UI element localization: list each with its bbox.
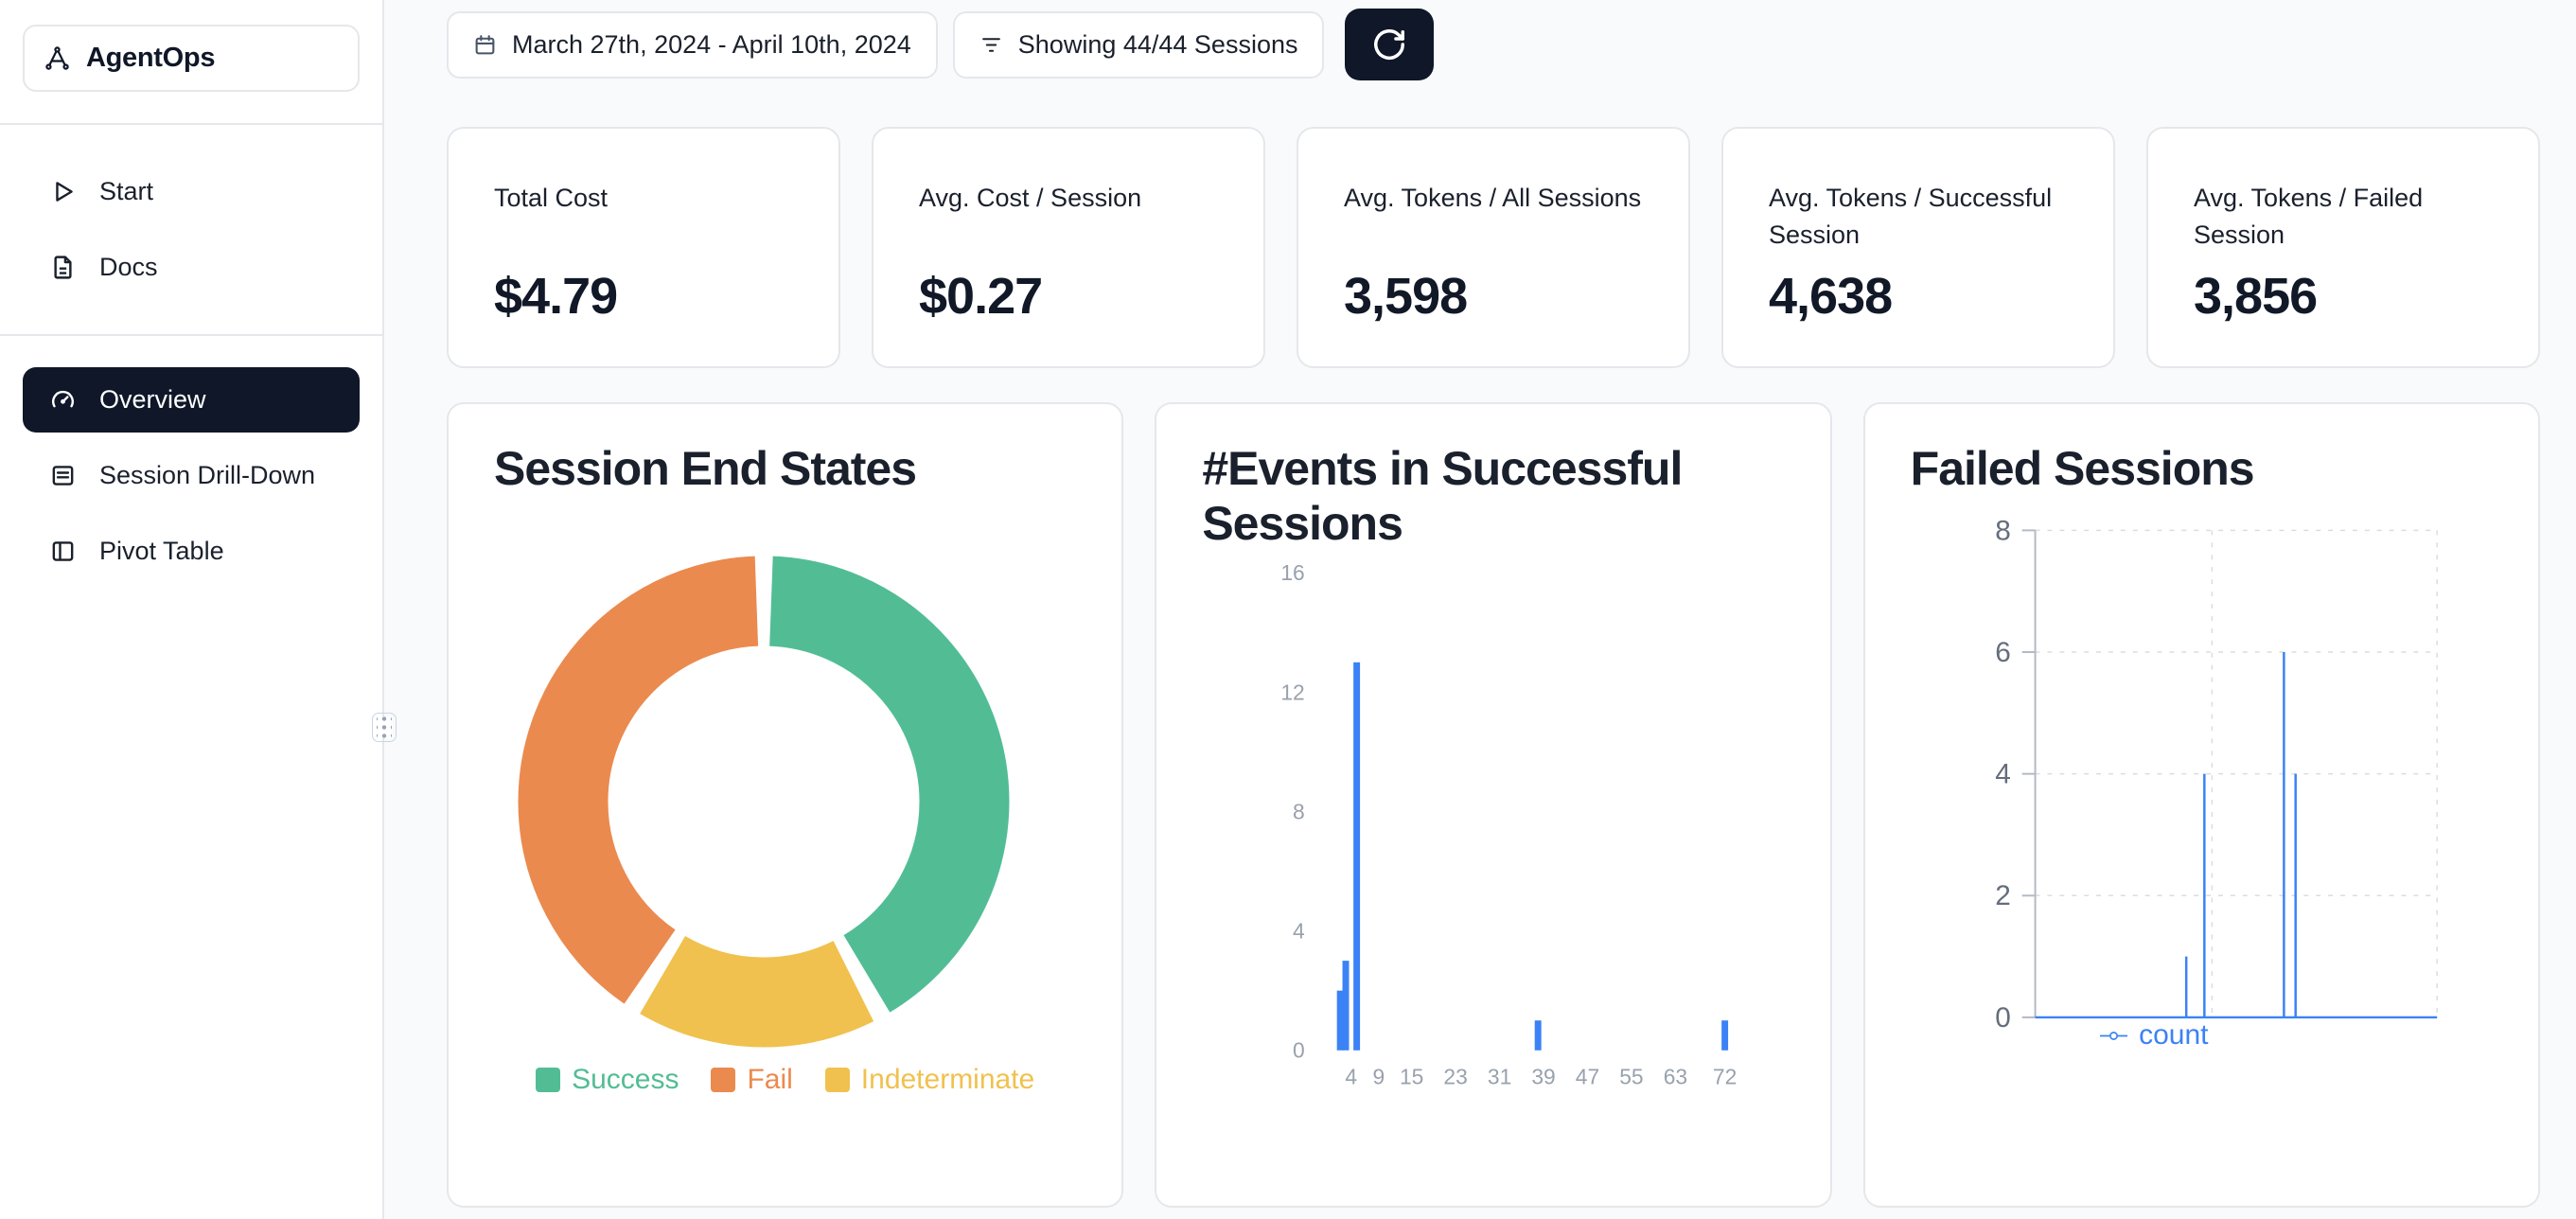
svg-text:9: 9	[1373, 1065, 1385, 1089]
sessions-filter-button[interactable]: Showing 44/44 Sessions	[952, 10, 1325, 79]
svg-text:23: 23	[1444, 1065, 1468, 1089]
topbar: March 27th, 2024 - April 10th, 2024 Show…	[447, 9, 2540, 80]
sidebar-nav-main: Overview Session Drill-Down	[0, 336, 382, 589]
chart-card-events-in-successful-sessions: #Events in Successful Sessions 0 4 8 12 16 4 9…	[1155, 402, 1832, 1208]
svg-text:4: 4	[1995, 759, 2011, 790]
line-marker-icon	[2100, 1022, 2128, 1050]
stat-value: 3,856	[2194, 268, 2318, 325]
stat-label: Total Cost	[494, 184, 609, 212]
svg-text:6: 6	[1995, 637, 2011, 668]
failed-sessions-line-chart: 0 2 4 6 8	[1995, 515, 2438, 1034]
date-range-button[interactable]: March 27th, 2024 - April 10th, 2024	[447, 10, 938, 79]
legend-label: Success	[572, 1064, 679, 1095]
svg-text:72: 72	[1713, 1065, 1737, 1089]
sidebar-divider	[0, 334, 382, 336]
stat-value: $4.79	[494, 268, 618, 325]
sidebar-item-overview[interactable]: Overview	[23, 367, 360, 433]
svg-text:63: 63	[1664, 1065, 1687, 1089]
indeterminate-swatch-icon	[824, 1068, 850, 1092]
sidebar-item-label: Start	[99, 176, 154, 205]
stat-card-avg-tokens-all: Avg. Tokens / All Sessions 3,598	[1297, 127, 1690, 368]
svg-text:39: 39	[1532, 1065, 1556, 1089]
stat-label: Avg. Tokens / Failed Session	[2194, 184, 2424, 250]
svg-text:47: 47	[1576, 1065, 1599, 1089]
sidebar-item-docs[interactable]: Docs	[23, 229, 360, 305]
fail-swatch-icon	[711, 1068, 736, 1092]
stat-label: Avg. Cost / Session	[919, 184, 1142, 212]
legend-label: Fail	[747, 1064, 793, 1095]
chart-title: Session End States	[494, 442, 917, 495]
date-range-label: March 27th, 2024 - April 10th, 2024	[512, 29, 911, 59]
svg-text:12: 12	[1281, 680, 1305, 704]
count-series-legend[interactable]: count	[1865, 1019, 2444, 1051]
stat-value: 3,598	[1344, 268, 1468, 325]
sidebar-resize-handle[interactable]	[372, 713, 397, 742]
svg-text:8: 8	[1995, 515, 2011, 546]
chart-card-session-end-states: Session End States Success Fail Indeterm…	[447, 402, 1124, 1208]
charts-row: Session End States Success Fail Indeterm…	[447, 402, 2540, 1208]
stats-row: Total Cost $4.79 Avg. Cost / Session $0.…	[447, 127, 2540, 368]
app-logo[interactable]: AgentOps	[23, 25, 360, 92]
success-swatch-icon	[536, 1068, 561, 1092]
sidebar-item-label: Pivot Table	[99, 536, 224, 565]
legend-label: Indeterminate	[860, 1064, 1035, 1095]
stat-card-total-cost: Total Cost $4.79	[447, 127, 840, 368]
sidebar: AgentOps Start Docs	[0, 0, 384, 1219]
svg-text:4: 4	[1346, 1065, 1358, 1089]
gauge-icon	[49, 386, 77, 414]
sidebar-item-label: Docs	[99, 252, 158, 281]
stat-label: Avg. Tokens / Successful Session	[1769, 184, 2053, 250]
stat-label: Avg. Tokens / All Sessions	[1344, 184, 1642, 212]
play-icon	[49, 178, 77, 205]
svg-text:8: 8	[1293, 799, 1305, 823]
stat-card-avg-tokens-failed: Avg. Tokens / Failed Session 3,856	[2146, 127, 2540, 368]
sidebar-item-session-drill-down[interactable]: Session Drill-Down	[23, 437, 360, 513]
legend-item-fail: Fail	[711, 1064, 793, 1096]
calendar-icon	[473, 33, 497, 57]
chart-title: Failed Sessions	[1910, 442, 2255, 495]
svg-text:2: 2	[1995, 880, 2011, 911]
svg-text:16: 16	[1281, 560, 1305, 585]
refresh-icon	[1371, 26, 1407, 62]
table-columns-icon	[49, 538, 77, 565]
svg-text:4: 4	[1293, 919, 1305, 944]
agentops-logo-icon	[44, 44, 71, 72]
svg-text:15: 15	[1400, 1065, 1423, 1089]
chart-title: #Events in Successful Sessions	[1202, 442, 1683, 550]
stat-value: $0.27	[919, 268, 1043, 325]
legend-item-success: Success	[536, 1064, 679, 1096]
sessions-filter-label: Showing 44/44 Sessions	[1017, 29, 1298, 59]
document-icon	[49, 254, 77, 281]
donut-legend: Success Fail Indeterminate	[449, 1064, 1121, 1096]
sidebar-divider	[0, 123, 382, 125]
list-icon	[49, 462, 77, 489]
chart-card-failed-sessions: Failed Sessions 0 2 4 6 8 count	[1862, 402, 2540, 1208]
stat-card-avg-cost: Avg. Cost / Session $0.27	[872, 127, 1265, 368]
legend-item-indeterminate: Indeterminate	[824, 1064, 1035, 1096]
svg-text:0: 0	[1995, 1002, 2011, 1034]
sidebar-item-label: Session Drill-Down	[99, 460, 316, 489]
svg-text:55: 55	[1620, 1065, 1644, 1089]
refresh-button[interactable]	[1345, 9, 1435, 80]
sidebar-item-start[interactable]: Start	[23, 153, 360, 229]
stat-card-avg-tokens-successful: Avg. Tokens / Successful Session 4,638	[1721, 127, 2115, 368]
filter-icon	[979, 33, 1003, 57]
sidebar-item-pivot-table[interactable]: Pivot Table	[23, 513, 360, 589]
stat-value: 4,638	[1769, 268, 1893, 325]
count-legend-label: count	[2139, 1019, 2209, 1051]
svg-text:31: 31	[1488, 1065, 1511, 1089]
main-content: March 27th, 2024 - April 10th, 2024 Show…	[384, 0, 2576, 1219]
session-end-states-donut-chart	[518, 556, 1010, 1048]
app-title: AgentOps	[86, 43, 216, 73]
sidebar-item-label: Overview	[99, 385, 206, 414]
sidebar-nav-top: Start Docs	[0, 125, 382, 305]
svg-text:0: 0	[1293, 1038, 1305, 1063]
